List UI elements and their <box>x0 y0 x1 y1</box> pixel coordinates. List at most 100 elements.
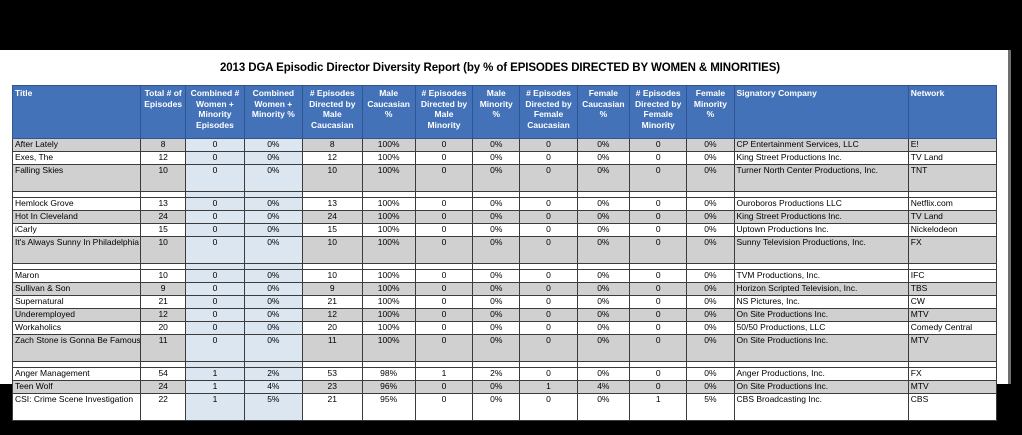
cell-combined-wm-pct[interactable]: 4% <box>243 380 304 394</box>
cell-male-caucasian-eps[interactable]: 23 <box>302 380 363 394</box>
cell-female-minority-pct[interactable]: 0% <box>686 380 735 394</box>
cell-total-episodes[interactable]: 12 <box>140 151 187 165</box>
cell-signatory-company[interactable]: On Site Productions Inc. <box>733 308 909 322</box>
cell-female-caucasian-pct[interactable]: 0% <box>576 334 630 362</box>
cell-male-caucasian-pct[interactable]: 100% <box>361 269 416 283</box>
table-row[interactable]: Teen Wolf 24 1 4% 23 96% 0 0% 1 4% 0 0% On Site Prod… <box>11 380 998 394</box>
cell-combined-wm-episodes[interactable]: 0 <box>185 321 245 335</box>
cell-male-minority-pct[interactable]: 0% <box>472 164 521 192</box>
cell-female-minority-pct[interactable]: 0% <box>686 164 735 192</box>
cell-female-caucasian-eps[interactable]: 0 <box>519 236 578 264</box>
cell-female-minority-eps[interactable]: 0 <box>628 223 688 237</box>
cell-total-episodes[interactable]: 22 <box>140 393 187 421</box>
cell-male-caucasian-eps[interactable]: 24 <box>302 210 363 224</box>
cell-female-minority-eps[interactable]: 0 <box>628 367 688 381</box>
cell-male-minority-pct[interactable]: 0% <box>472 308 521 322</box>
cell-network[interactable]: FX <box>907 236 998 264</box>
cell-female-caucasian-pct[interactable]: 0% <box>576 269 630 283</box>
cell-combined-wm-episodes[interactable]: 0 <box>185 138 245 152</box>
cell-total-episodes[interactable]: 24 <box>140 210 187 224</box>
cell-female-minority-eps[interactable]: 0 <box>628 138 688 152</box>
cell-title[interactable]: Sullivan & Son <box>11 282 142 296</box>
column-header-male-minority-pct[interactable]: Male Minority % <box>472 85 521 139</box>
cell-combined-wm-episodes[interactable]: 0 <box>185 236 245 264</box>
cell-female-minority-eps[interactable]: 0 <box>628 269 688 283</box>
cell-female-caucasian-pct[interactable]: 0% <box>576 210 630 224</box>
cell-female-minority-eps[interactable]: 0 <box>628 321 688 335</box>
cell-female-minority-eps[interactable]: 0 <box>628 334 688 362</box>
cell-combined-wm-pct[interactable]: 2% <box>243 367 304 381</box>
cell-male-minority-eps[interactable]: 0 <box>414 334 474 362</box>
cell-male-minority-eps[interactable]: 0 <box>414 138 474 152</box>
cell-male-caucasian-eps[interactable]: 21 <box>302 295 363 309</box>
cell-total-episodes[interactable]: 20 <box>140 321 187 335</box>
cell-combined-wm-pct[interactable]: 0% <box>243 269 304 283</box>
table-row[interactable]: Exes, The 12 0 0% 12 100% 0 0% 0 0% 0 0% King Street… <box>11 151 998 165</box>
cell-title[interactable]: Workaholics <box>11 321 142 335</box>
cell-combined-wm-episodes[interactable]: 0 <box>185 164 245 192</box>
cell-combined-wm-pct[interactable]: 0% <box>243 197 304 211</box>
cell-title[interactable]: Hemlock Grove <box>11 197 142 211</box>
cell-female-minority-pct[interactable]: 0% <box>686 210 735 224</box>
cell-male-caucasian-eps[interactable]: 20 <box>302 321 363 335</box>
table-row[interactable]: It's Always Sunny In Philadelphia 10 0 0% 10… <box>11 236 998 264</box>
cell-network[interactable]: MTV <box>907 334 998 362</box>
cell-combined-wm-pct[interactable]: 0% <box>243 308 304 322</box>
column-header-female-caucasian-pct[interactable]: Female Caucasian % <box>576 85 630 139</box>
table-row[interactable]: Zach Stone is Gonna Be Famous 11 0 0% 11 100%… <box>11 334 998 362</box>
cell-network[interactable]: TV Land <box>907 210 998 224</box>
cell-female-caucasian-pct[interactable]: 0% <box>576 236 630 264</box>
cell-male-caucasian-eps[interactable]: 10 <box>302 269 363 283</box>
cell-combined-wm-pct[interactable]: 0% <box>243 151 304 165</box>
cell-female-caucasian-eps[interactable]: 0 <box>519 138 578 152</box>
cell-network[interactable]: Nickelodeon <box>907 223 998 237</box>
column-header-female-minority-pct[interactable]: Female Minority % <box>686 85 735 139</box>
cell-female-minority-eps[interactable]: 0 <box>628 282 688 296</box>
cell-male-caucasian-eps[interactable]: 12 <box>302 308 363 322</box>
column-header-male-minority-eps[interactable]: # Episodes Directed by Male Minority <box>414 85 474 139</box>
cell-male-caucasian-pct[interactable]: 100% <box>361 223 416 237</box>
cell-male-caucasian-eps[interactable]: 10 <box>302 164 363 192</box>
cell-female-caucasian-pct[interactable]: 0% <box>576 321 630 335</box>
cell-total-episodes[interactable]: 24 <box>140 380 187 394</box>
cell-male-caucasian-pct[interactable]: 96% <box>361 380 416 394</box>
cell-network[interactable]: E! <box>907 138 998 152</box>
cell-combined-wm-episodes[interactable]: 0 <box>185 210 245 224</box>
cell-combined-wm-episodes[interactable]: 0 <box>185 282 245 296</box>
cell-combined-wm-pct[interactable]: 0% <box>243 236 304 264</box>
cell-male-caucasian-eps[interactable]: 13 <box>302 197 363 211</box>
cell-female-minority-eps[interactable]: 0 <box>628 295 688 309</box>
cell-total-episodes[interactable]: 8 <box>140 138 187 152</box>
cell-total-episodes[interactable]: 11 <box>140 334 187 362</box>
cell-combined-wm-pct[interactable]: 0% <box>243 295 304 309</box>
cell-female-caucasian-pct[interactable]: 0% <box>576 295 630 309</box>
column-header-male-caucasian-eps[interactable]: # Episodes Directed by Male Caucasian <box>302 85 363 139</box>
cell-male-caucasian-eps[interactable]: 21 <box>302 393 363 421</box>
table-row[interactable]: Supernatural 21 0 0% 21 100% 0 0% 0 0% 0 0% NS Pictu… <box>11 295 998 309</box>
cell-male-caucasian-pct[interactable]: 100% <box>361 138 416 152</box>
cell-female-caucasian-pct[interactable]: 0% <box>576 138 630 152</box>
cell-female-caucasian-pct[interactable]: 0% <box>576 151 630 165</box>
cell-network[interactable]: CBS <box>907 393 998 421</box>
cell-combined-wm-episodes[interactable]: 1 <box>185 393 245 421</box>
column-header-female-minority-eps[interactable]: # Episodes Directed by Female Minority <box>628 85 688 139</box>
cell-female-minority-pct[interactable]: 5% <box>686 393 735 421</box>
cell-male-minority-eps[interactable]: 0 <box>414 321 474 335</box>
cell-male-minority-pct[interactable]: 0% <box>472 295 521 309</box>
cell-network[interactable]: CW <box>907 295 998 309</box>
table-row[interactable]: CSI: Crime Scene Investigation 22 1 5% 21 95%… <box>11 393 998 421</box>
cell-signatory-company[interactable]: 50/50 Productions, LLC <box>733 321 909 335</box>
table-row[interactable]: After Lately 8 0 0% 8 100% 0 0% 0 0% 0 0% CP Enterta… <box>11 138 998 152</box>
cell-female-caucasian-pct[interactable]: 0% <box>576 282 630 296</box>
table-row[interactable]: iCarly 15 0 0% 15 100% 0 0% 0 0% 0 0% Uptown Product… <box>11 223 998 237</box>
cell-title[interactable]: It's Always Sunny In Philadelphia <box>11 236 142 264</box>
cell-female-caucasian-eps[interactable]: 0 <box>519 321 578 335</box>
cell-total-episodes[interactable]: 10 <box>140 236 187 264</box>
cell-combined-wm-episodes[interactable]: 1 <box>185 367 245 381</box>
column-header-total-episodes[interactable]: Total # of Episodes <box>140 85 187 139</box>
cell-combined-wm-episodes[interactable]: 0 <box>185 197 245 211</box>
cell-male-caucasian-pct[interactable]: 100% <box>361 334 416 362</box>
cell-female-minority-eps[interactable]: 0 <box>628 210 688 224</box>
cell-title[interactable]: Zach Stone is Gonna Be Famous <box>11 334 142 362</box>
cell-male-caucasian-pct[interactable]: 100% <box>361 308 416 322</box>
